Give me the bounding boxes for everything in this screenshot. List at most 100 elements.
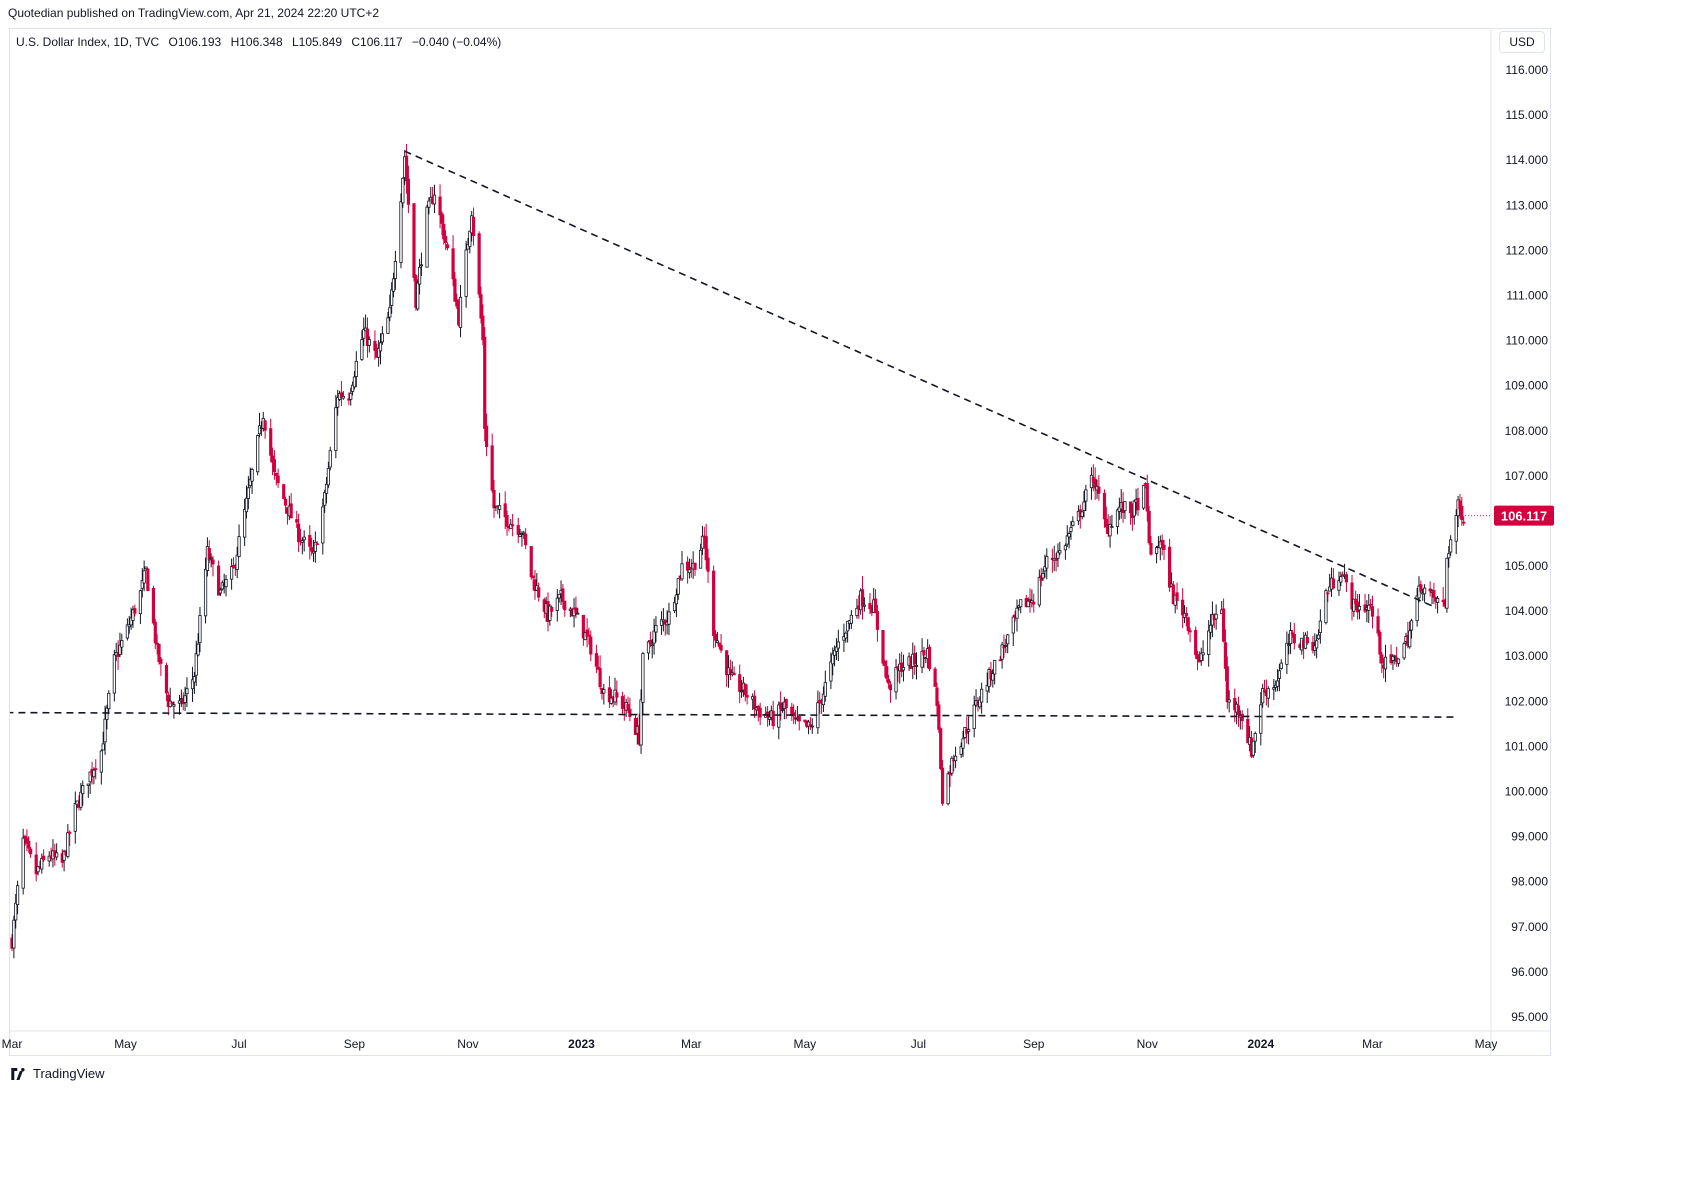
candle-body: [1292, 634, 1296, 644]
candle-body: [873, 598, 878, 614]
candle-body: [341, 396, 345, 399]
candle-body: [537, 587, 541, 598]
last-price-label: 106.117: [1501, 509, 1547, 524]
candle-body: [365, 328, 370, 346]
symbol-legend[interactable]: U.S. Dollar Index, 1D, TVC O106.193 H106…: [16, 35, 507, 49]
candle-body: [922, 650, 926, 656]
candle-body: [211, 559, 215, 565]
x-tick-label: 2024: [1247, 1037, 1274, 1051]
candle-body: [1305, 637, 1309, 644]
candle-body: [557, 594, 561, 599]
candle-body: [1071, 521, 1075, 526]
candle-body: [959, 746, 963, 755]
candle-body: [170, 701, 174, 705]
candle-body: [1030, 600, 1034, 604]
support-line[interactable]: [6, 711, 1457, 718]
candle-body: [885, 666, 889, 679]
candle-body: [953, 755, 958, 762]
y-tick-label: 103.000: [1505, 649, 1549, 663]
candle-body: [940, 767, 945, 804]
candle-body: [1195, 654, 1200, 660]
candle-body: [937, 704, 941, 730]
candle-body: [1460, 505, 1464, 520]
chart-frame: [9, 28, 1551, 1056]
candle-body: [12, 919, 16, 949]
candle-body: [1326, 592, 1330, 595]
candle-body: [1136, 497, 1140, 511]
candle-body: [810, 725, 814, 728]
candle-body: [1393, 655, 1397, 658]
candle-body: [846, 620, 850, 632]
candle-body: [336, 397, 340, 408]
last-price-tag[interactable]: [1494, 505, 1554, 526]
candle-body: [401, 177, 405, 204]
candle-body: [1458, 500, 1462, 510]
candle-body: [1436, 598, 1440, 603]
candle-body: [620, 696, 625, 709]
candle-body: [1175, 592, 1179, 601]
candle-body: [511, 524, 515, 527]
candle-body: [198, 615, 202, 643]
candle-body: [860, 589, 865, 607]
candle-body: [1352, 598, 1356, 612]
y-tick-label: 101.000: [1505, 739, 1549, 753]
currency-button[interactable]: USD: [1499, 31, 1545, 53]
candle-body: [244, 497, 249, 513]
candle-body: [308, 535, 312, 547]
candle-body: [432, 194, 437, 205]
candle-body: [1266, 688, 1270, 699]
candle-body: [498, 505, 502, 510]
candle-body: [378, 342, 383, 352]
candle-body: [607, 687, 612, 703]
candle-body: [743, 683, 747, 696]
candle-body: [1019, 599, 1023, 608]
candle-body: [1402, 643, 1406, 659]
candle-body: [1277, 670, 1282, 679]
candle-body: [589, 636, 593, 655]
candle-body: [712, 570, 716, 636]
candle-body: [648, 640, 652, 644]
candle-body: [116, 653, 120, 657]
candle-body: [700, 535, 705, 549]
candle-body: [881, 629, 885, 664]
candle-body: [477, 233, 481, 295]
candle-body: [216, 565, 221, 596]
candle-body: [246, 487, 250, 499]
y-tick-label: 111.000: [1506, 288, 1548, 302]
candle-body: [914, 665, 919, 667]
candle-body: [231, 564, 236, 568]
candle-body: [1006, 634, 1010, 645]
resistance-trendline[interactable]: [404, 150, 1435, 608]
x-tick-label: Mar: [1362, 1037, 1383, 1051]
candle-body: [386, 317, 390, 334]
candle-body: [172, 704, 176, 707]
candle-body: [706, 557, 710, 572]
candle-body: [717, 642, 721, 647]
x-tick-label: Jul: [231, 1037, 246, 1051]
candle-body: [14, 902, 18, 921]
footer-brand[interactable]: TradingView: [10, 1066, 105, 1081]
y-tick-label: 102.000: [1505, 694, 1549, 708]
candle-body: [34, 854, 38, 875]
candle-body: [650, 644, 654, 647]
candle-body: [75, 800, 79, 806]
candle-body: [868, 603, 872, 610]
candle-body: [349, 392, 353, 400]
candle-body: [86, 783, 90, 786]
candle-body: [806, 721, 811, 727]
candle-body: [833, 649, 837, 656]
candle-body: [324, 483, 329, 494]
candle-body: [531, 575, 535, 579]
candle-body: [808, 724, 813, 727]
candle-body: [505, 515, 509, 527]
candle-body: [334, 407, 338, 451]
y-tick-label: 108.000: [1505, 424, 1549, 438]
candle-body: [715, 640, 719, 644]
candle-body: [107, 692, 111, 710]
candle-body: [81, 785, 85, 795]
candle-body: [125, 624, 129, 639]
candle-body: [1041, 573, 1045, 579]
candle-body: [598, 668, 602, 688]
legend-close: C106.117: [351, 35, 403, 49]
